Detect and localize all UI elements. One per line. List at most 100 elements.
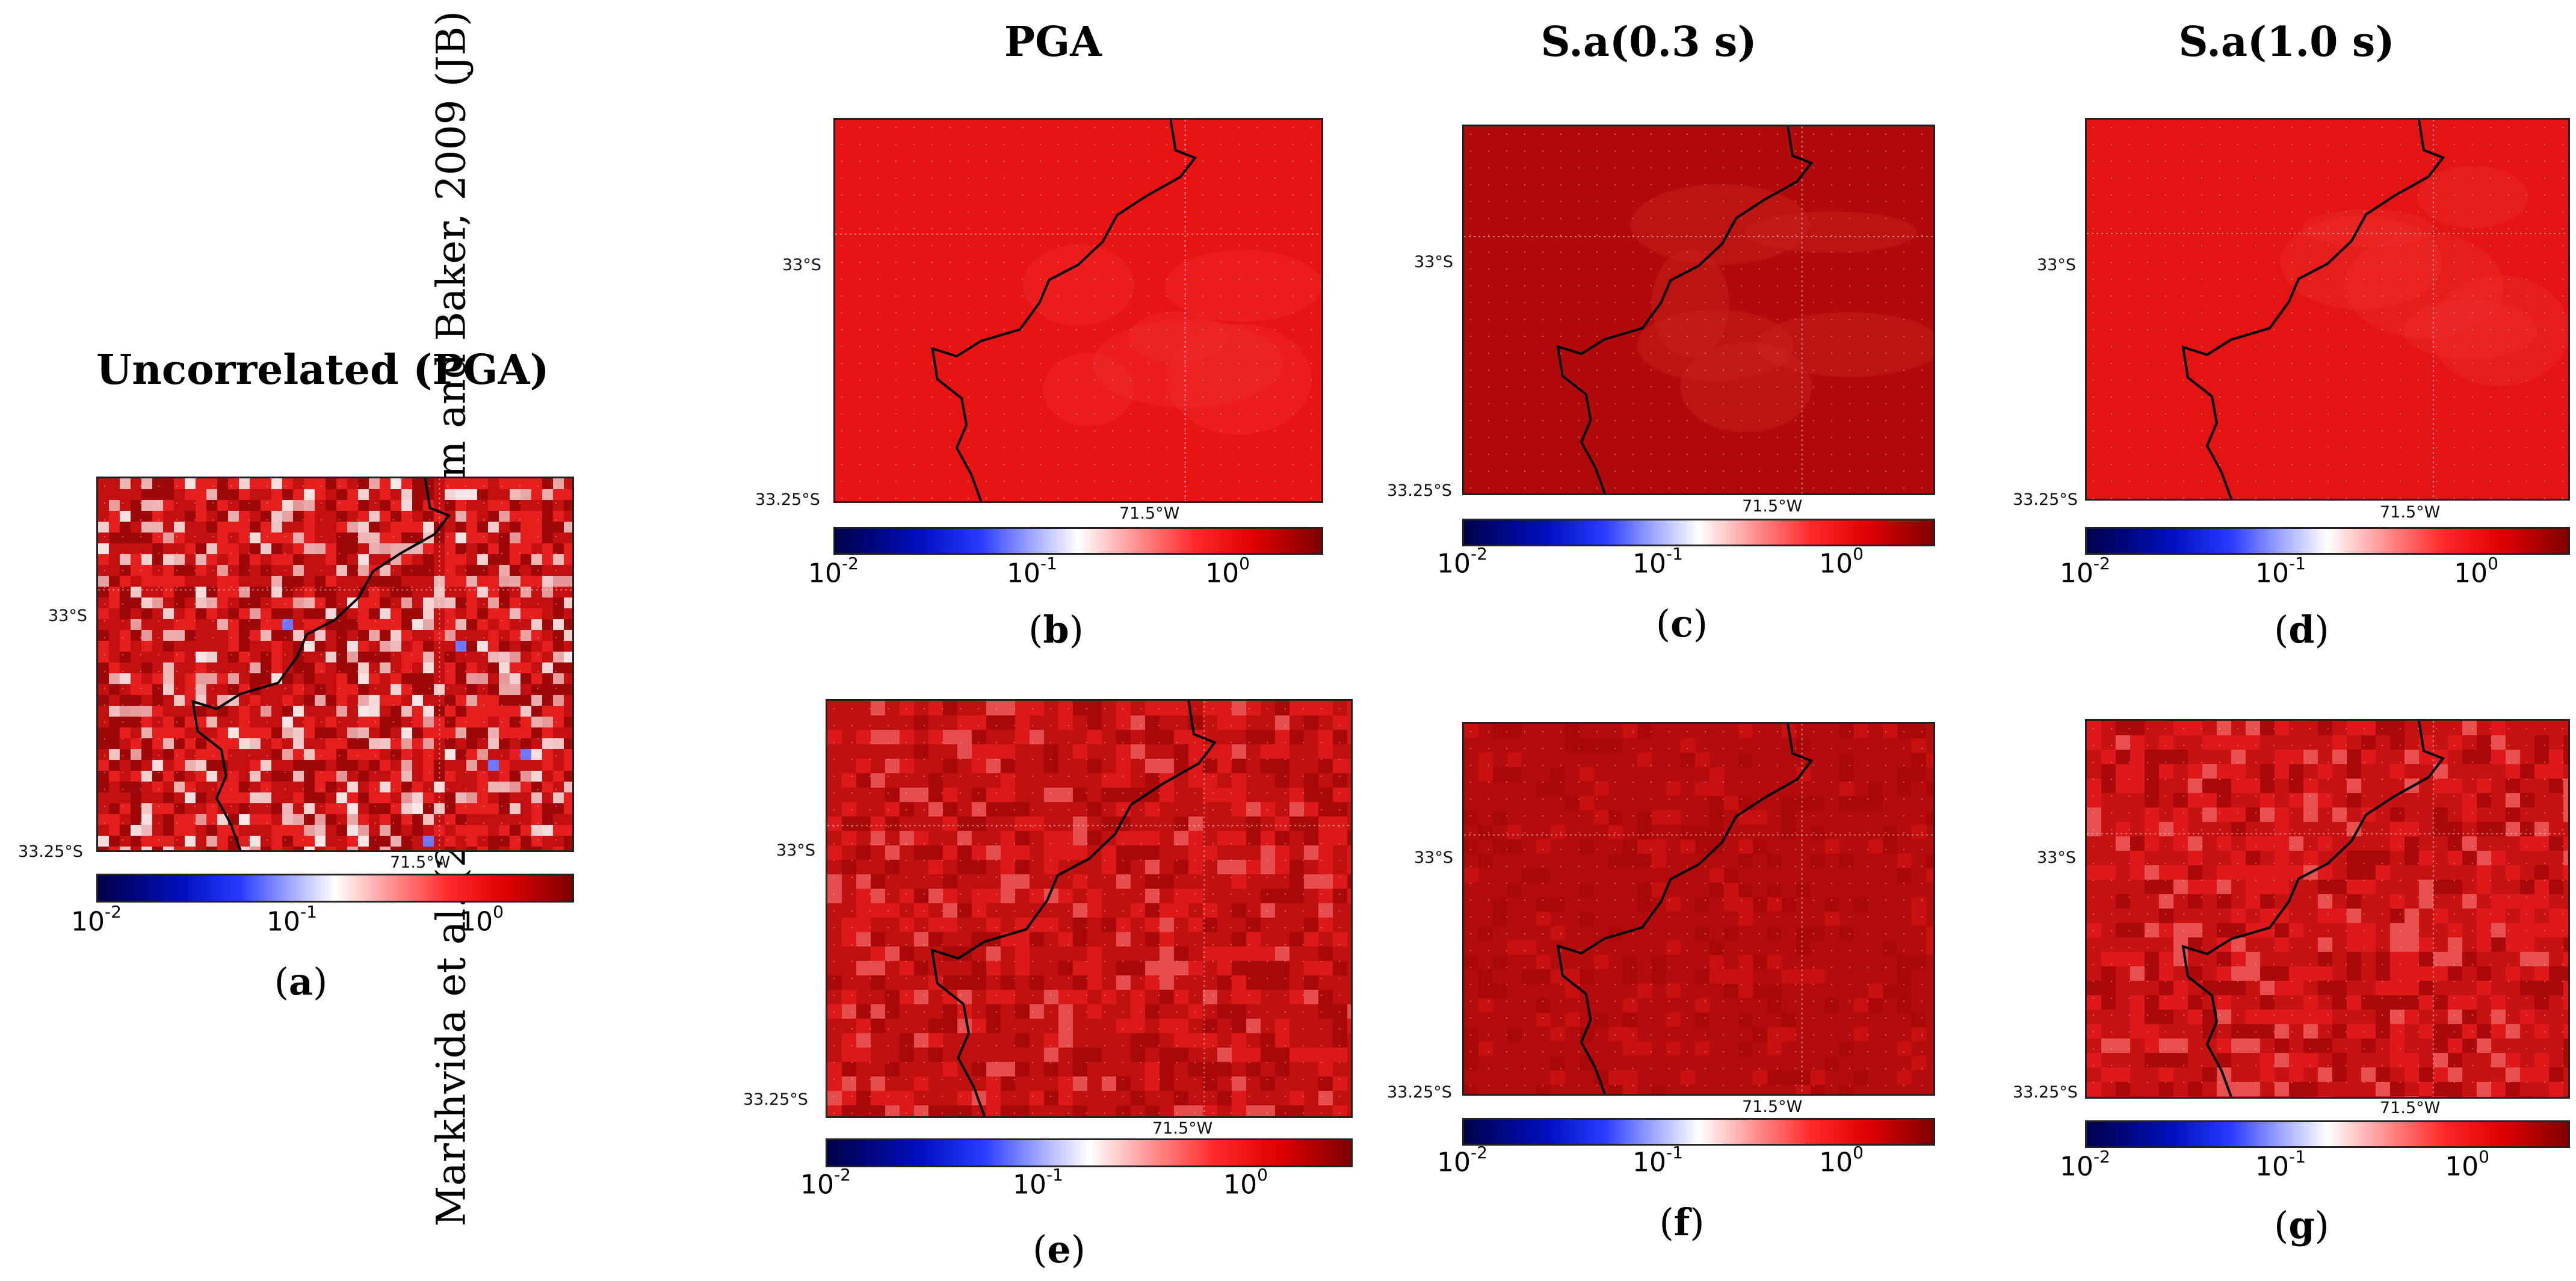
tick-e-1: 10-1 (1013, 1165, 1063, 1200)
field-smooth-patch (2302, 209, 2434, 247)
tick-a-2: 100 (459, 902, 504, 937)
field-smooth-patch (1043, 353, 1134, 426)
tick-f-1: 10-1 (1632, 1143, 1683, 1178)
coastline (930, 701, 1217, 1116)
map-c (1462, 125, 1935, 495)
tick-e-2: 100 (1223, 1165, 1268, 1200)
coastline (931, 120, 1197, 501)
field-smooth-patch (1651, 249, 1729, 359)
field-smooth-patch (1630, 184, 1810, 265)
field-smooth-patch (1023, 244, 1134, 326)
sub-label-f: (f) (1659, 1200, 1705, 1244)
field-smooth-patch (2417, 165, 2528, 229)
map-field-g (2087, 721, 2568, 1097)
grid-dots (841, 127, 1312, 499)
sub-label-g: (g) (2274, 1203, 2329, 1247)
field-background (835, 120, 1321, 501)
field-cells (1464, 724, 1933, 1094)
field-smooth-patch (2344, 232, 2504, 339)
column-title-sa03: S.a(0.3 s) (1540, 18, 1757, 66)
tick-g-2: 100 (2445, 1147, 2489, 1182)
lat-label-bottom-c: 33.25°S (1387, 481, 1452, 500)
tick-b-0: 10-2 (808, 554, 859, 589)
colorbar-b (833, 527, 1323, 555)
field-smooth-patch (1128, 311, 1228, 363)
grid-dots (2093, 127, 2563, 499)
field-smooth-patch (2403, 300, 2537, 360)
tick-g-0: 10-2 (2060, 1147, 2110, 1182)
field-smooth-patch (1744, 211, 1917, 253)
sub-label-e: (e) (1033, 1227, 1086, 1271)
lon-label-g: 71.5°W (2380, 1099, 2441, 1117)
map-field-f (1464, 724, 1933, 1094)
tick-d-2: 100 (2454, 554, 2498, 589)
grid-dots (104, 486, 557, 841)
map-field-b (835, 120, 1321, 501)
lon-label-f: 71.5°W (1742, 1097, 1803, 1116)
map-field-c (1464, 126, 1933, 493)
tick-f-2: 100 (1819, 1143, 1864, 1178)
tick-c-0: 10-2 (1437, 544, 1487, 579)
tick-a-0: 10-2 (71, 902, 122, 937)
lat-label-top-g: 33°S (2037, 848, 2076, 867)
coastline (2181, 721, 2445, 1097)
field-smooth-patch (1164, 250, 1321, 322)
lon-label-e: 71.5°W (1152, 1119, 1213, 1138)
map-g (2085, 719, 2570, 1099)
map-field-a (98, 478, 572, 850)
colorbar-d (2085, 527, 2570, 555)
grid-dots (1470, 731, 1923, 1086)
tick-g-1: 10-1 (2255, 1147, 2306, 1182)
lon-label-c: 71.5°W (1742, 497, 1803, 516)
map-f (1462, 722, 1935, 1096)
tick-b-2: 100 (1205, 554, 1250, 589)
lat-label-top-c: 33°S (1414, 253, 1453, 271)
tick-d-0: 10-2 (2060, 554, 2110, 589)
colorbar-e (826, 1138, 1353, 1167)
sub-label-a: (a) (274, 960, 328, 1004)
map-field-e (827, 701, 1351, 1116)
field-background (1464, 126, 1933, 493)
grid-dots (2093, 728, 2563, 1083)
field-cells (98, 478, 572, 850)
grid-dots (1470, 134, 1923, 489)
map-e (826, 699, 1353, 1118)
colorbar-c (1462, 519, 1935, 546)
coastline (191, 478, 451, 850)
tick-e-0: 10-2 (800, 1165, 851, 1200)
field-background (2087, 120, 2568, 499)
lat-label-bottom-e: 33.25°S (743, 1090, 808, 1109)
colorbar-f (1462, 1118, 1935, 1146)
column-title-pga: PGA (1004, 18, 1102, 66)
uncorrelated-title: Uncorrelated (PGA) (96, 346, 549, 394)
tick-c-2: 100 (1819, 544, 1864, 579)
coastline (1556, 724, 1814, 1094)
tick-d-1: 10-1 (2255, 554, 2306, 589)
coastline (2181, 120, 2445, 499)
lat-label-top-d: 33°S (2037, 256, 2076, 274)
field-smooth-patch (1637, 309, 1794, 381)
colorbar-g (2085, 1120, 2570, 1148)
colorbar-a (96, 874, 574, 903)
field-cells (827, 701, 1351, 1116)
map-b (833, 118, 1323, 503)
field-smooth-patch (2280, 215, 2442, 310)
lat-label-top-f: 33°S (1414, 848, 1453, 867)
tick-a-1: 10-1 (267, 902, 317, 937)
sub-label-d: (d) (2274, 608, 2329, 652)
field-smooth-patch (1680, 342, 1812, 433)
lat-label-bottom-d: 33.25°S (2013, 490, 2078, 509)
lat-label-bottom-b: 33.25°S (755, 490, 820, 509)
map-field-d (2087, 120, 2568, 499)
field-smooth-patch (2430, 275, 2568, 386)
sub-label-b: (b) (1028, 608, 1084, 652)
sub-label-c: (c) (1655, 602, 1708, 646)
lat-label-top-b: 33°S (782, 256, 821, 274)
map-a (96, 477, 574, 852)
column-title-sa10: S.a(1.0 s) (2178, 18, 2395, 66)
tick-b-1: 10-1 (1007, 554, 1057, 589)
lon-label-a: 71.5°W (390, 853, 451, 872)
lon-label-b: 71.5°W (1119, 504, 1180, 523)
lat-label-top-e: 33°S (776, 841, 815, 860)
field-smooth-patch (1756, 312, 1933, 377)
